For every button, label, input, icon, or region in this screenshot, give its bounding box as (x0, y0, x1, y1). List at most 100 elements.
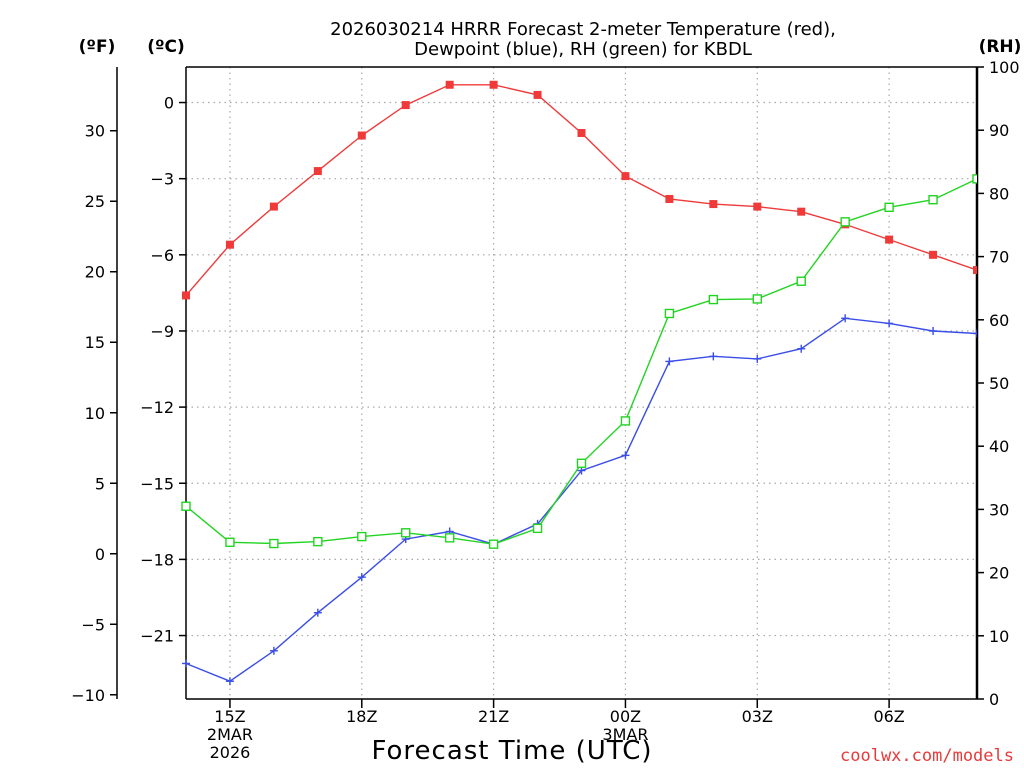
rh-point (840, 217, 850, 227)
temperature-point (182, 291, 190, 300)
x-tick-label: 15Z (214, 707, 245, 726)
dewpoint-point (621, 451, 630, 460)
axes (110, 66, 984, 708)
rh-tick-label: 40 (989, 437, 1009, 456)
temperature-point (621, 172, 630, 181)
dewpoint-point (357, 573, 366, 582)
x-tick-label: 21Z (478, 707, 509, 726)
x-tick-label: 00Z (610, 707, 641, 726)
x-tick-label: 2MAR (207, 725, 253, 744)
rh-tick-label: 70 (989, 248, 1009, 267)
rh-tick-label: 0 (989, 690, 999, 709)
data-series (181, 80, 977, 686)
temperature-line (185, 84, 977, 296)
rh-point (752, 294, 762, 304)
rh-tick-label: 10 (989, 627, 1009, 646)
fahrenheit-tick-label: 5 (95, 474, 105, 493)
grid-lines (186, 67, 977, 699)
rh-point (313, 536, 323, 547)
rh-point (972, 174, 977, 184)
x-axis-label: Forecast Time (UTC) (371, 736, 652, 766)
rh-tick-label: 100 (989, 58, 1020, 77)
rh-point (225, 537, 235, 547)
rh-tick-label: 90 (989, 121, 1009, 140)
celsius-tick-label: −15 (140, 474, 174, 493)
fahrenheit-tick-label: −5 (81, 615, 105, 634)
chart-title-line-1: 2026030214 HRRR Forecast 2-meter Tempera… (330, 19, 836, 40)
celsius-tick-label: −3 (150, 170, 174, 189)
temperature-point (225, 240, 234, 249)
fahrenheit-tick-label: 10 (85, 404, 105, 423)
dewpoint-line (185, 317, 977, 682)
rh-unit-label: (RH) (979, 37, 1022, 57)
fahrenheit-tick-label: 0 (95, 545, 105, 564)
rh-point (269, 538, 279, 549)
rh-point (488, 539, 499, 549)
series-rh (181, 174, 977, 549)
celsius-tick-label: −9 (150, 322, 174, 341)
temperature-point (665, 194, 674, 203)
watermark-text: coolwx.com/models (840, 746, 1014, 766)
rh-tick-label: 60 (989, 311, 1009, 330)
rh-point (928, 195, 938, 205)
temperature-point (489, 80, 498, 89)
dewpoint-point (182, 659, 190, 668)
temperature-point (313, 167, 322, 176)
celsius-unit-label: (ºC) (147, 37, 185, 57)
temperature-point (357, 131, 366, 140)
series-dewpoint (182, 314, 977, 686)
temperature-point (753, 202, 762, 211)
fahrenheit-tick-label: 30 (85, 122, 105, 141)
rh-point (532, 523, 543, 534)
rh-point (181, 501, 191, 511)
dewpoint-point (269, 646, 278, 655)
dewpoint-point (973, 329, 977, 338)
x-tick-label: 2026 (210, 743, 251, 762)
dewpoint-point (665, 357, 674, 366)
rh-tick-label: 30 (989, 500, 1009, 519)
rh-point (664, 308, 675, 319)
rh-point (620, 416, 631, 426)
celsius-tick-label: −21 (140, 627, 174, 646)
celsius-tick-label: −12 (140, 398, 174, 417)
rh-point (576, 458, 587, 468)
temperature-point (577, 128, 586, 137)
rh-tick-label: 80 (989, 184, 1009, 203)
rh-point (884, 202, 894, 213)
x-tick-label: 3MAR (602, 725, 648, 744)
x-tick-label: 03Z (742, 707, 773, 726)
temperature-point (929, 250, 938, 259)
fahrenheit-tick-label: 15 (85, 333, 105, 352)
dewpoint-point (313, 608, 322, 617)
celsius-tick-label: 0 (164, 94, 174, 113)
celsius-tick-label: −18 (140, 550, 174, 569)
rh-point (444, 533, 455, 543)
dewpoint-point (797, 344, 806, 353)
rh-tick-label: 50 (989, 374, 1009, 393)
fahrenheit-tick-label: 25 (85, 192, 105, 211)
dewpoint-point (929, 326, 938, 335)
fahrenheit-tick-label: 20 (85, 263, 105, 282)
temperature-point (533, 90, 542, 99)
x-tick-label: 18Z (346, 707, 377, 726)
fahrenheit-tick-label: −10 (71, 686, 105, 705)
dewpoint-point (225, 677, 234, 686)
temperature-point (797, 207, 806, 216)
dewpoint-point (841, 314, 850, 323)
rh-tick-label: 20 (989, 564, 1009, 583)
series-temperature (182, 80, 977, 300)
temperature-point (401, 101, 410, 110)
rh-point (357, 531, 367, 542)
fahrenheit-unit-label: (ºF) (79, 37, 116, 57)
rh-point (708, 294, 719, 305)
rh-line (185, 178, 977, 545)
temperature-point (885, 235, 894, 244)
chart-title-line-2: Dewpoint (blue), RH (green) for KBDL (414, 39, 752, 60)
temperature-point (973, 266, 977, 275)
dewpoint-point (753, 354, 762, 363)
dewpoint-point (885, 319, 894, 328)
temperature-point (269, 202, 278, 211)
celsius-tick-label: −6 (150, 246, 174, 265)
